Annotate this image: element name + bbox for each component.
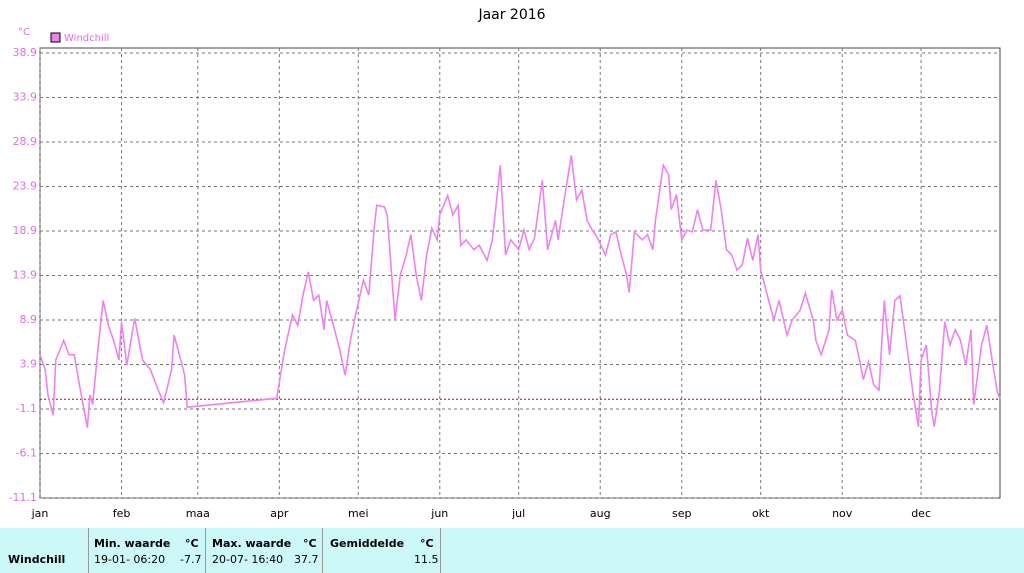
- x-tick-label: jun: [430, 507, 448, 520]
- x-tick-label: jan: [31, 507, 49, 520]
- y-tick-label: 38.9: [13, 46, 38, 59]
- row-label: Windchill: [8, 553, 66, 566]
- stats-table: Min. waarde °C Max. waarde °C Gemiddelde…: [0, 528, 1024, 573]
- header: °C: [185, 537, 199, 550]
- cell: -7.7: [180, 553, 202, 566]
- chart-title: Jaar 2016: [477, 7, 545, 23]
- y-tick-label: -6.1: [16, 447, 37, 460]
- x-tick-label: apr: [270, 507, 289, 520]
- y-tick-label: 28.9: [13, 135, 38, 148]
- plot-area: [39, 47, 1001, 499]
- x-tick-label: jul: [511, 507, 525, 520]
- x-tick-label: aug: [590, 507, 611, 520]
- header: Min. waarde: [94, 537, 171, 550]
- y-tick-label: 18.9: [13, 224, 38, 237]
- separator: [205, 528, 206, 573]
- y-tick-label: 3.9: [20, 358, 38, 371]
- y-tick-label: -1.1: [16, 402, 37, 415]
- y-tick-label: 8.9: [20, 313, 38, 326]
- cell: 37.7: [294, 553, 319, 566]
- series-line: [39, 155, 1001, 428]
- header: Max. waarde: [212, 537, 292, 550]
- legend-swatch: [50, 32, 61, 43]
- x-tick-label: nov: [832, 507, 853, 520]
- cell: 20-07- 16:40: [212, 553, 284, 566]
- y-tick-label: -11.1: [9, 491, 37, 504]
- y-tick-label: 13.9: [13, 269, 38, 282]
- x-tick-label: okt: [752, 507, 770, 520]
- separator: [322, 528, 323, 573]
- y-tick-label: 23.9: [13, 180, 38, 193]
- x-tick-label: feb: [113, 507, 131, 520]
- header: °C: [303, 537, 317, 550]
- y-tick-label: 33.9: [13, 91, 38, 104]
- separator: [440, 528, 441, 573]
- chart: Jaar 2016 °C -11.1 -6.1 -1.1 3.9 8.9 13.9 18.9…: [9, 7, 1001, 520]
- x-tick-label: dec: [911, 507, 931, 520]
- separator: [88, 528, 89, 573]
- x-tick-label: sep: [672, 507, 691, 520]
- legend-label: Windchill: [64, 33, 109, 44]
- header: °C: [420, 537, 434, 550]
- cell: 19-01- 06:20: [94, 553, 166, 566]
- cell: 11.5: [414, 553, 439, 566]
- x-tick-label: maa: [186, 507, 210, 520]
- y-unit: °C: [18, 27, 30, 38]
- x-tick-label: mei: [348, 507, 369, 520]
- header: Gemiddelde: [330, 537, 405, 550]
